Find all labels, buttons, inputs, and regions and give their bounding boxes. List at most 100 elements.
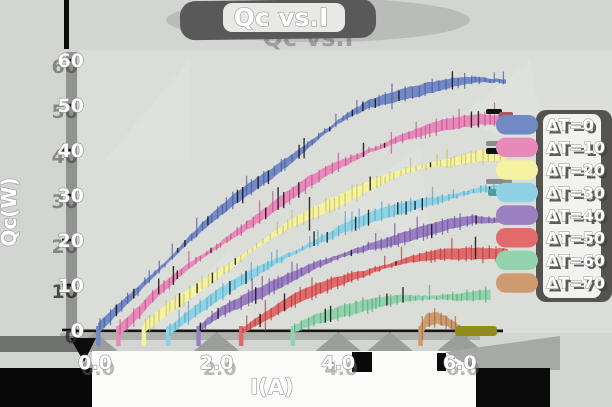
y-axis-tick-mark: [62, 328, 76, 332]
bottom-white-panel: [92, 351, 476, 407]
legend-label: ΔT=20: [546, 161, 605, 180]
y-axis-tick-mark: [62, 238, 76, 242]
x-tick-shadow: [314, 332, 363, 352]
legend-swatch: [496, 182, 538, 203]
y-tick-label: 40: [58, 140, 84, 162]
legend-label: ΔT=70: [546, 274, 605, 293]
y-tick-label-shadow: 30: [52, 191, 78, 213]
y-axis-tick-mark: [62, 148, 76, 152]
legend-label: ΔT=60: [546, 251, 605, 270]
y-tick-label-shadow: 0: [65, 326, 78, 348]
legend-swatch: [496, 205, 538, 225]
series-ticks-black-4: [199, 215, 477, 332]
series-ticks-5: [242, 238, 504, 333]
series-ticks-black-1: [158, 111, 480, 295]
label-layer: Qc vs.I Qc vs.I Qc(W) I(A) 0010102020303…: [0, 0, 480, 400]
series-ticks-black-6: [324, 287, 404, 323]
black-blob-artifact: [352, 352, 372, 372]
background-artifact: [330, 148, 432, 252]
x-tick-label-shadow: 4.0: [324, 358, 358, 380]
olive-bar-artifact: [455, 326, 497, 336]
y-axis-tick-mark: [62, 103, 76, 107]
legend-label-shadow: ΔT=50: [549, 232, 608, 251]
legend: ΔT=0ΔT=0ΔT=10ΔT=10ΔT=20ΔT=20ΔT=30ΔT=30ΔT…: [496, 110, 612, 302]
legend-swatch: [496, 273, 538, 293]
legend-swatch: [496, 160, 538, 180]
series-band-6: [292, 289, 491, 334]
legend-label-shadow: ΔT=30: [549, 186, 608, 205]
legend-label: ΔT=10: [546, 138, 605, 157]
series-start-stub: [141, 326, 147, 346]
y-tick-label-shadow: 60: [52, 56, 78, 78]
y-tick-label: 50: [58, 95, 84, 117]
legend-item: ΔT=0ΔT=0: [496, 115, 597, 138]
series-ticks-3: [169, 182, 506, 336]
x-tick-shadow: [192, 332, 241, 352]
y-tick-label: 60: [58, 50, 84, 72]
y-tick-label: 10: [58, 275, 84, 297]
x-axis-label: I(A): [250, 375, 293, 399]
series-start-stub: [165, 326, 171, 346]
series-ticks-black-5: [259, 236, 477, 328]
legend-label-shadow: ΔT=40: [549, 209, 608, 228]
x-tick-shadow: [366, 332, 414, 352]
x-tick-label: 0.0: [78, 352, 112, 374]
chart-title: Qc vs.I: [234, 3, 329, 32]
black-wedge-artifact: [70, 338, 96, 362]
series-band-5: [240, 247, 508, 335]
x-tick-label: 2.0: [200, 352, 234, 374]
bottom-right-black-block: [476, 368, 550, 407]
legend-swatch: [496, 228, 538, 248]
y-axis-tick-mark: [62, 58, 76, 62]
series-end-cap: [486, 109, 502, 114]
y-tick-label-shadow: 40: [52, 146, 78, 168]
series-ticks-0: [99, 71, 505, 331]
x-tick-label-shadow: 2.0: [203, 358, 237, 380]
y-axis-label: Qc(W): [0, 177, 21, 246]
series-ticks-2: [144, 145, 502, 334]
y-tick-label-shadow: 10: [52, 281, 78, 303]
series-ticks-4: [204, 213, 496, 331]
legend-swatch: [496, 250, 538, 271]
bottom-left-black-block: [0, 368, 92, 407]
black-blob-artifact: [437, 353, 446, 371]
legend-label-shadow: ΔT=70: [549, 277, 608, 296]
series-start-stub: [96, 326, 101, 346]
series-start-stub: [238, 326, 244, 346]
series-ticks-6: [293, 284, 487, 333]
x-axis-line: [75, 329, 503, 333]
top-left-line-artifact: [64, 0, 69, 49]
legend-panel: [543, 114, 601, 298]
series-ticks-1: [119, 102, 500, 335]
x-tick-shadow: [435, 332, 484, 352]
legend-label: ΔT=40: [546, 206, 605, 225]
x-tick-label-shadow: 6.0: [446, 358, 480, 380]
axes-layer: [0, 0, 560, 407]
legend-swatch: [496, 115, 538, 135]
legend-label: ΔT=0: [546, 116, 594, 135]
legend-label-shadow: ΔT=20: [549, 164, 608, 183]
title-panel: [223, 3, 345, 32]
legend-label-shadow: ΔT=10: [549, 141, 608, 160]
legend-label-shadow: ΔT=0: [549, 119, 597, 138]
series-ticks-black-0: [115, 71, 454, 317]
y-tick-label: 20: [58, 230, 84, 252]
x-axis-shadow: [60, 333, 480, 340]
legend-label: ΔT=50: [546, 229, 605, 248]
bottom-right-gray-slope: [445, 336, 560, 370]
legend-swatch: [496, 137, 538, 158]
series-ticks-black-3: [229, 186, 491, 295]
series-band-7: [420, 312, 469, 339]
legend-label: ΔT=30: [546, 183, 605, 202]
y-tick-label-shadow: 20: [52, 236, 78, 258]
series-end-cap: [486, 179, 512, 184]
y-tick-label: 30: [58, 185, 84, 207]
bottom-left-dark-band: [0, 336, 78, 352]
